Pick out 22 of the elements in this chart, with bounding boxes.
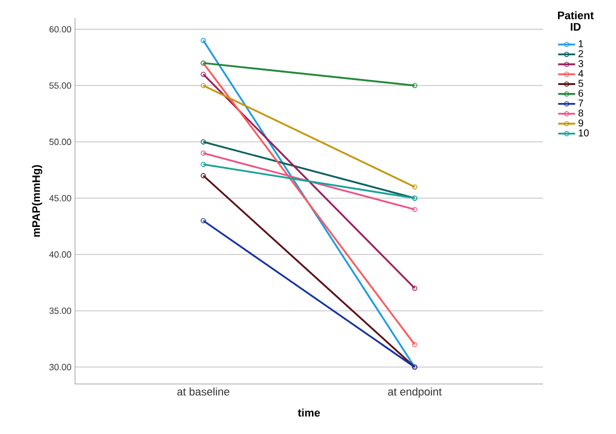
- y-tick-label: 35.00: [49, 308, 72, 314]
- y-tick-label: 40.00: [49, 251, 72, 258]
- x-tick-label: at baseline: [177, 388, 230, 396]
- y-tick-label: 45.00: [49, 194, 72, 202]
- y-tick-label: 30.00: [49, 364, 72, 370]
- x-tick-label: at endpoint: [388, 388, 442, 398]
- legend-label: 10: [578, 129, 589, 136]
- legend-label: 8: [578, 110, 584, 117]
- y-axis-title: mPAP(mmHg): [32, 165, 42, 237]
- legend-label: 3: [578, 60, 584, 68]
- legend-title: Patient ID: [558, 11, 594, 31]
- y-tick-label: 60.00: [50, 26, 72, 32]
- legend-label: 4: [578, 70, 584, 77]
- legend-label: 9: [578, 119, 584, 127]
- legend-label: 1: [578, 40, 584, 48]
- y-tick-label: 50.00: [49, 138, 72, 146]
- x-axis-title: time: [298, 408, 320, 417]
- legend-label: 6: [578, 90, 584, 97]
- legend-label: 7: [578, 100, 584, 107]
- y-tick-label: 55.00: [49, 82, 72, 89]
- legend-label: 5: [578, 80, 584, 87]
- legend-label: 2: [578, 50, 584, 58]
